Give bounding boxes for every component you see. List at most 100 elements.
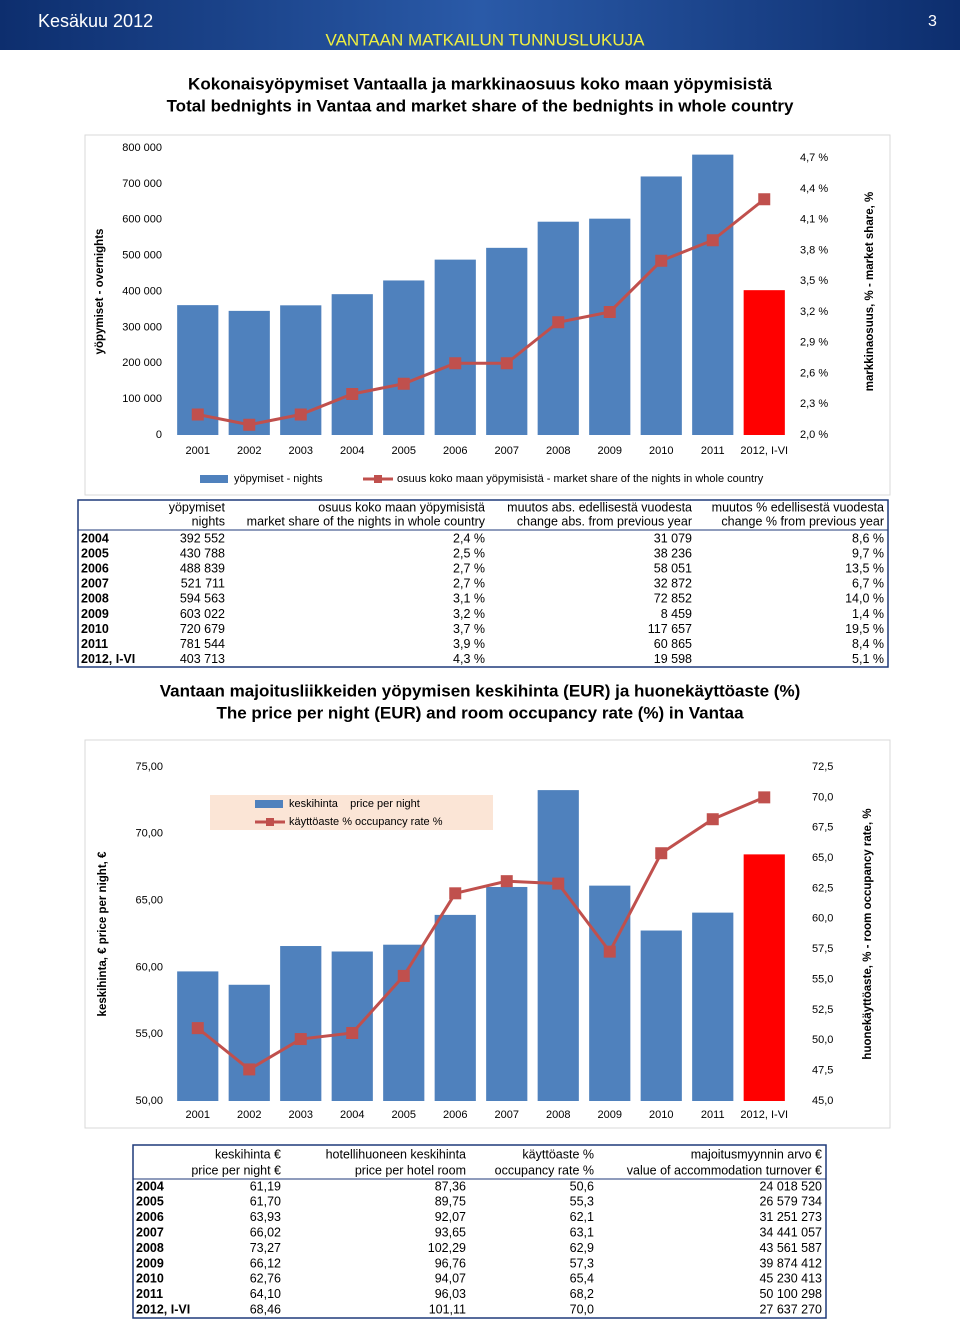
table-cell: 62,9 (570, 1241, 594, 1255)
table-cell: 93,65 (435, 1225, 466, 1239)
table-header: muutos % edellisestä vuodesta (712, 500, 884, 514)
table-header: change % from previous year (721, 514, 884, 528)
table-cell: 68,2 (570, 1287, 594, 1301)
line-marker (243, 418, 256, 431)
table-cell: 64,10 (250, 1287, 281, 1301)
bar (743, 854, 785, 1101)
table-cell: 60 865 (654, 637, 692, 651)
line-marker (603, 945, 616, 958)
y2-tick-label: 57,5 (812, 943, 833, 955)
legend-swatch (255, 800, 283, 808)
table-header: muutos abs. edellisestä vuodesta (507, 500, 692, 514)
table-cell: 594 563 (180, 592, 225, 606)
table-cell: 45 230 413 (759, 1272, 822, 1286)
table-header: occupancy rate % (495, 1163, 594, 1177)
legend-marker (266, 818, 274, 826)
y2-tick-label: 2,9 % (800, 337, 828, 349)
row-label: 2012, I-VI (136, 1302, 190, 1316)
table-cell: 39 874 412 (759, 1256, 822, 1270)
y2-tick-label: 65,0 (812, 852, 833, 864)
table-cell: 61,70 (250, 1195, 281, 1209)
y-axis-title: keskihinta, € price per night, € (97, 851, 109, 1016)
line-marker (191, 408, 204, 421)
row-label: 2005 (136, 1195, 164, 1209)
x-tick-label: 2005 (392, 445, 416, 457)
y2-tick-label: 2,3 % (800, 398, 828, 410)
bar (537, 221, 579, 435)
x-tick-label: 2012, I-VI (740, 1109, 788, 1121)
table-cell: 92,07 (435, 1210, 466, 1224)
table-cell: 2,7 % (453, 561, 485, 575)
bar (383, 280, 425, 435)
bar (228, 984, 270, 1101)
x-tick-label: 2003 (289, 445, 313, 457)
bar (228, 310, 270, 435)
table-header: change abs. from previous year (517, 514, 692, 528)
table-header: price per night € (191, 1163, 281, 1177)
row-label: 2009 (81, 607, 109, 621)
line-marker (500, 875, 513, 888)
y-tick-label: 55,00 (135, 1028, 163, 1040)
y2-tick-label: 60,0 (812, 913, 833, 925)
bar (486, 247, 528, 435)
page-number: 3 (928, 13, 937, 30)
table-header: nights (192, 514, 225, 528)
row-label: 2008 (81, 592, 109, 606)
table-cell: 488 839 (180, 561, 225, 575)
y-axis-title: yöpymiset - overnights (94, 229, 106, 355)
bar (434, 914, 476, 1101)
bar (589, 885, 631, 1101)
y-tick-label: 100 000 (122, 393, 162, 405)
header-date: Kesäkuu 2012 (38, 11, 153, 31)
bar (640, 176, 682, 435)
table-cell: 19,5 % (845, 622, 884, 636)
table-header: yöpymiset (169, 500, 226, 514)
x-tick-label: 2011 (701, 1109, 725, 1121)
y-tick-label: 60,00 (135, 961, 163, 973)
table-cell: 66,02 (250, 1225, 281, 1239)
table-cell: 26 579 734 (759, 1195, 822, 1209)
table-cell: 58 051 (654, 561, 692, 575)
y2-tick-label: 3,5 % (800, 275, 828, 287)
bar (640, 930, 682, 1101)
x-tick-label: 2010 (649, 1109, 673, 1121)
row-label: 2010 (136, 1272, 164, 1286)
row-label: 2011 (81, 637, 108, 651)
table-cell: 101,11 (429, 1302, 466, 1316)
y-tick-label: 400 000 (122, 285, 162, 297)
table-cell: 96,76 (435, 1256, 466, 1270)
bar (383, 944, 425, 1101)
y2-tick-label: 55,0 (812, 973, 833, 985)
table-cell: 38 236 (654, 546, 692, 560)
y-tick-label: 75,00 (135, 761, 163, 773)
y2-axis-title: markkinaosuus, % - market share, % (864, 192, 876, 391)
x-tick-label: 2005 (392, 1109, 416, 1121)
table-cell: 430 788 (180, 546, 225, 560)
table-cell: 392 552 (180, 531, 225, 545)
line-marker (243, 1063, 256, 1076)
chart-title: Vantaan majoitusliikkeiden yöpymisen kes… (160, 681, 801, 700)
table-cell: 87,36 (435, 1179, 466, 1193)
line-marker (346, 1026, 359, 1039)
table-cell: 68,46 (250, 1302, 281, 1316)
chart-frame (84, 134, 891, 496)
table-cell: 63,93 (250, 1210, 281, 1224)
table-cell: 5,1 % (852, 652, 884, 666)
bar (589, 218, 631, 435)
row-label: 2004 (81, 531, 109, 545)
bar (537, 790, 579, 1101)
line-marker (706, 234, 719, 247)
table-cell: 19 598 (654, 652, 692, 666)
line-marker (449, 887, 462, 900)
row-label: 2005 (81, 546, 109, 560)
x-tick-label: 2004 (340, 445, 364, 457)
y2-tick-label: 2,6 % (800, 367, 828, 379)
line-marker (500, 357, 513, 370)
table-cell: 8,4 % (852, 637, 884, 651)
table-cell: 8 459 (661, 607, 692, 621)
table-cell: 94,07 (435, 1272, 466, 1286)
x-tick-label: 2009 (598, 445, 622, 457)
y2-tick-label: 3,2 % (800, 306, 828, 318)
